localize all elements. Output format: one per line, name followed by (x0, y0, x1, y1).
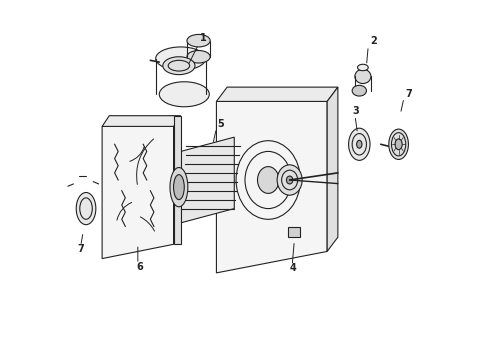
Ellipse shape (76, 193, 96, 225)
Text: 7: 7 (78, 244, 85, 254)
Ellipse shape (395, 139, 402, 150)
Polygon shape (181, 137, 234, 223)
Ellipse shape (156, 47, 206, 70)
Ellipse shape (357, 140, 362, 148)
Ellipse shape (352, 85, 367, 96)
Ellipse shape (389, 129, 409, 159)
Ellipse shape (277, 165, 302, 195)
Text: 6: 6 (137, 262, 144, 272)
Polygon shape (217, 102, 327, 273)
Text: 3: 3 (352, 106, 359, 116)
Ellipse shape (163, 57, 195, 75)
Ellipse shape (348, 128, 370, 160)
Text: 4: 4 (290, 263, 296, 273)
Ellipse shape (258, 167, 279, 193)
Ellipse shape (287, 176, 293, 184)
Ellipse shape (355, 69, 371, 84)
Text: 7: 7 (405, 89, 412, 99)
FancyBboxPatch shape (288, 227, 300, 237)
Ellipse shape (159, 82, 209, 107)
Text: 2: 2 (370, 36, 377, 46)
Text: 5: 5 (217, 119, 224, 129)
Polygon shape (102, 116, 181, 126)
Polygon shape (217, 87, 338, 102)
Ellipse shape (358, 64, 368, 71)
Ellipse shape (187, 35, 210, 47)
Polygon shape (327, 87, 338, 251)
Text: 1: 1 (200, 33, 207, 43)
Polygon shape (102, 116, 173, 258)
Ellipse shape (173, 175, 184, 200)
Polygon shape (173, 116, 181, 244)
Ellipse shape (170, 167, 188, 207)
Ellipse shape (187, 50, 210, 63)
